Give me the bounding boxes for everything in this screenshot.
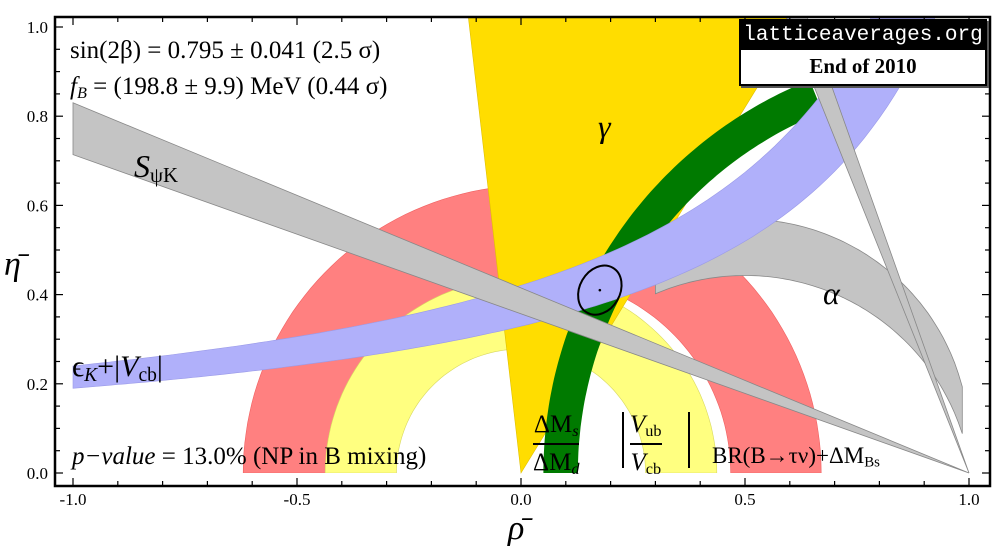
br-taunu-wedge-region bbox=[785, 17, 970, 474]
dms-dmd-label: ΔMs ΔMd bbox=[533, 412, 580, 478]
constraint-regions bbox=[72, 17, 970, 474]
y-tick-label: 0.6 bbox=[27, 196, 48, 215]
y-tick-label: 0.4 bbox=[27, 286, 49, 305]
spsik-label: SψK bbox=[134, 150, 178, 187]
sin2beta-annotation: sin(2β) = 0.795 ± 0.041 (2.5 σ) bbox=[70, 37, 381, 64]
x-tick-label: -0.5 bbox=[284, 490, 311, 509]
x-axis-label: ρ̄ bbox=[508, 512, 524, 546]
epsilon-plus: +| bbox=[97, 350, 121, 383]
abs-bar-left bbox=[622, 412, 624, 468]
pvalue-annotation: p−value = 13.0% (NP in B mixing) bbox=[72, 444, 426, 469]
dms-text: ΔM bbox=[533, 411, 573, 438]
badge-date: End of 2010 bbox=[809, 54, 917, 78]
fraction-bar bbox=[630, 443, 662, 446]
br-text: BR(B→τν)+ΔM bbox=[712, 443, 865, 468]
x-axis-label-text: ρ̄ bbox=[508, 510, 525, 547]
plot-frame bbox=[53, 15, 992, 488]
epsilon-subscript: K bbox=[84, 364, 98, 386]
fb-value: = (198.8 ± 9.9) MeV (0.44 σ) bbox=[86, 73, 388, 100]
alpha-label: α bbox=[823, 275, 840, 311]
fraction-bar bbox=[533, 443, 580, 446]
s-psik-band-region bbox=[72, 102, 970, 474]
pvalue-value: = 13.0% (NP in B mixing) bbox=[155, 443, 427, 470]
y-tick-label: 1.0 bbox=[27, 18, 48, 37]
fb-annotation: fB = (198.8 ± 9.9) MeV (0.44 σ) bbox=[70, 74, 387, 101]
dmd-denominator: ΔMd bbox=[533, 450, 579, 477]
fb-subscript: B bbox=[76, 84, 87, 103]
dms-subscript: s bbox=[572, 422, 579, 441]
epsilon-k-vcb-label: ϵK+|Vcb| bbox=[72, 350, 163, 386]
vub-vcb-label: Vub Vcb bbox=[630, 412, 662, 478]
fit-ellipse bbox=[577, 264, 623, 316]
dmd-subscript: d bbox=[571, 460, 580, 479]
fb-symbol: f bbox=[70, 73, 77, 100]
vub-text: V bbox=[630, 411, 646, 438]
y-tick-label: 0.8 bbox=[27, 107, 48, 126]
epsilon-symbol: ϵ bbox=[72, 350, 85, 383]
x-tick-label: 0.5 bbox=[734, 490, 755, 509]
dms-numerator: ΔMs bbox=[534, 412, 579, 439]
y-tick-label: 0.0 bbox=[27, 464, 48, 483]
x-tick-label: 1.0 bbox=[958, 490, 979, 509]
latticeaverages-badge: latticeaverages.org End of 2010 bbox=[739, 19, 987, 86]
x-tick-label: -1.0 bbox=[60, 490, 87, 509]
gamma-label: γ bbox=[598, 108, 611, 144]
vcb-subscript: cb bbox=[138, 364, 157, 386]
y-axis-label-text: η̄ bbox=[4, 246, 21, 283]
abs-bar-right bbox=[688, 412, 690, 468]
epsilon-k-band-region bbox=[72, 17, 936, 389]
br-subscript: Bs bbox=[864, 454, 880, 471]
vcb-symbol: V bbox=[120, 350, 139, 383]
x-tick-label: 0.0 bbox=[510, 490, 531, 509]
br-taunu-label: BR(B→τν)+ΔMBs bbox=[712, 444, 880, 471]
vub-numerator: Vub bbox=[630, 412, 662, 439]
abs-bar: | bbox=[156, 350, 163, 383]
y-axis-label: η̄ bbox=[4, 248, 21, 282]
dmd-text: ΔM bbox=[533, 449, 572, 477]
vcb-subscript: cb bbox=[645, 460, 662, 479]
axes: -1.0 -0.5 0.0 0.5 1.0 0.0 0.2 0.4 0.6 0.8 1.0 bbox=[27, 15, 992, 509]
spsik-symbol: S bbox=[134, 148, 150, 184]
y-tick-label: 0.2 bbox=[27, 375, 48, 394]
badge-site: latticeaverages.org bbox=[741, 21, 985, 50]
pvalue-label: p−value bbox=[72, 443, 156, 470]
fit-center-dot bbox=[598, 288, 602, 292]
spsik-subscript: ψK bbox=[150, 164, 179, 188]
vcb-denominator: Vcb bbox=[630, 450, 661, 477]
vcb-text: V bbox=[630, 449, 646, 477]
vub-subscript: ub bbox=[645, 422, 662, 441]
